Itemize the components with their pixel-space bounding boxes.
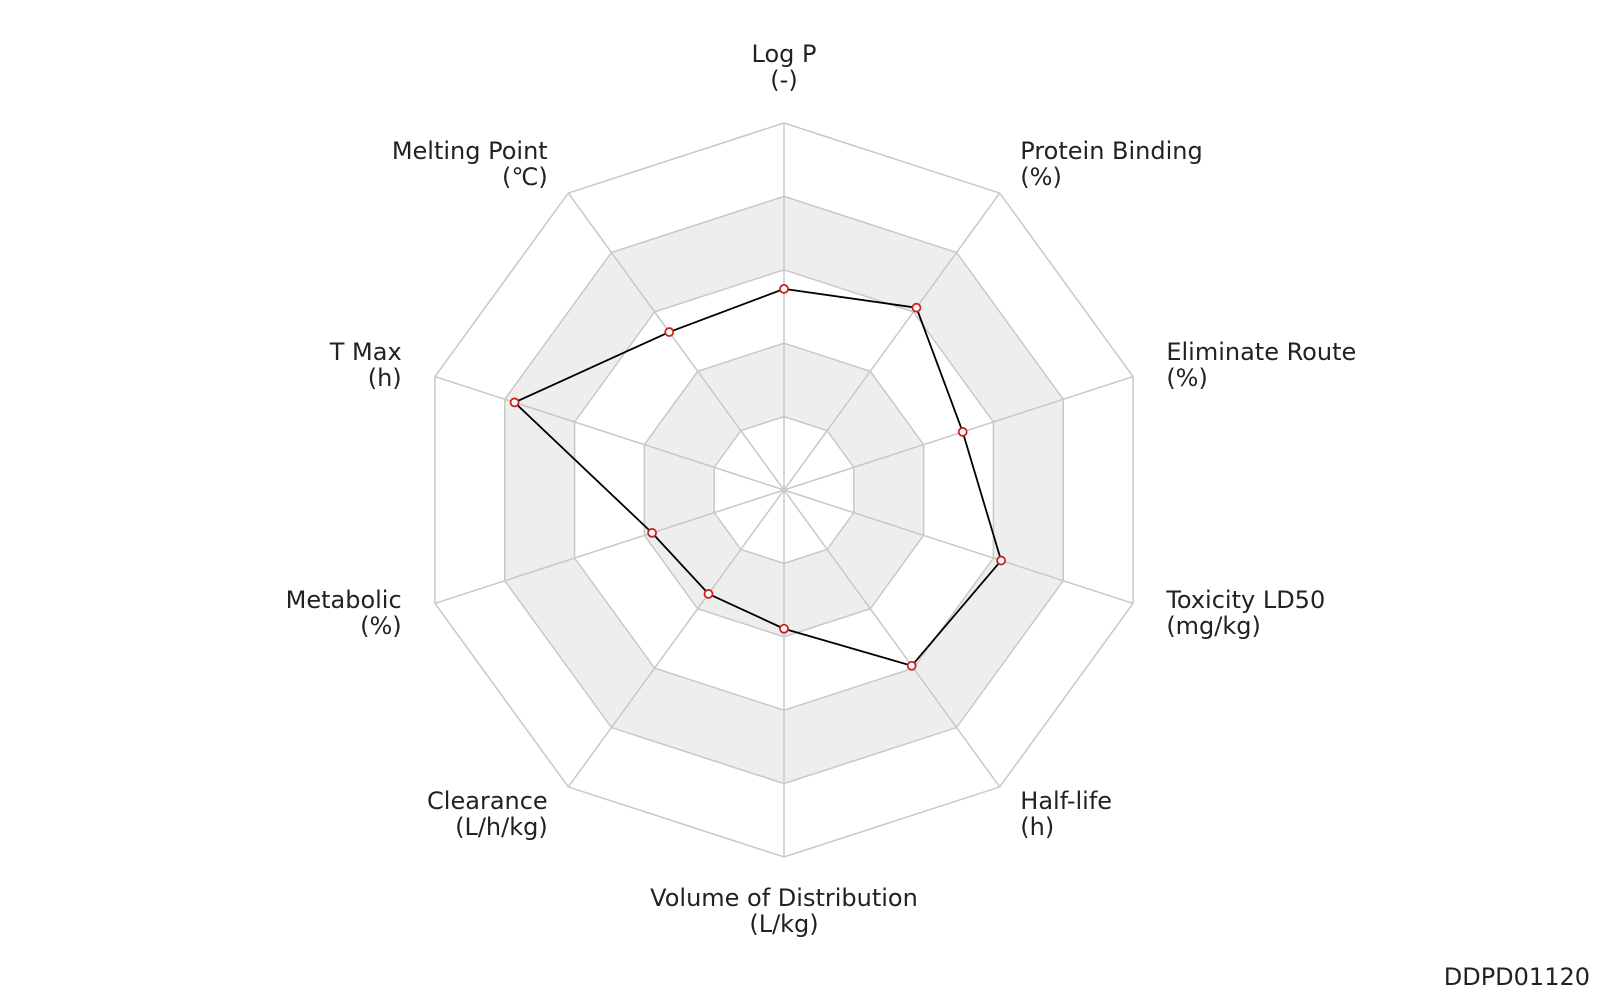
axis-spoke (434, 489, 785, 605)
footer-code: DDPD01120 (1444, 963, 1590, 991)
axis-label: Half-life (1020, 787, 1112, 815)
axis-label: Clearance (427, 787, 548, 815)
axis-unit: (%) (1020, 163, 1062, 191)
data-point (779, 283, 789, 294)
axis-label: T Max (329, 338, 402, 366)
data-point (957, 427, 968, 437)
axis-label: Metabolic (286, 586, 402, 614)
axis-unit: (%) (1166, 364, 1208, 392)
axis-label: Melting Point (392, 137, 548, 165)
data-point (664, 327, 675, 337)
data-point (779, 623, 789, 634)
data-point (509, 397, 520, 408)
axis-spoke (783, 489, 1001, 788)
axis-spoke (434, 375, 785, 491)
axis-label: Eliminate Route (1166, 338, 1356, 366)
data-point (703, 589, 714, 599)
axis-unit: (%) (360, 612, 402, 640)
axis-label: Toxicity LD50 (1165, 586, 1325, 614)
axis-spoke (783, 489, 1134, 605)
axis-label: Volume of Distribution (650, 884, 918, 912)
data-point (647, 527, 657, 538)
axis-spoke (567, 192, 785, 491)
data-point (996, 555, 1007, 566)
axis-unit: (-) (770, 66, 797, 94)
axis-label: Log P (752, 40, 817, 68)
axis-unit: (L/h/kg) (455, 813, 548, 841)
axis-unit: (h) (1020, 813, 1054, 841)
axis-unit: (mg/kg) (1166, 612, 1261, 640)
axis-unit: (L/kg) (749, 910, 818, 938)
data-point (911, 302, 922, 313)
axis-spoke (567, 489, 785, 788)
axis-label: Protein Binding (1020, 137, 1202, 165)
axis-spoke (783, 192, 1001, 491)
axis-unit: (℃) (502, 163, 548, 191)
data-point (906, 660, 917, 671)
axis-unit: (h) (368, 364, 402, 392)
